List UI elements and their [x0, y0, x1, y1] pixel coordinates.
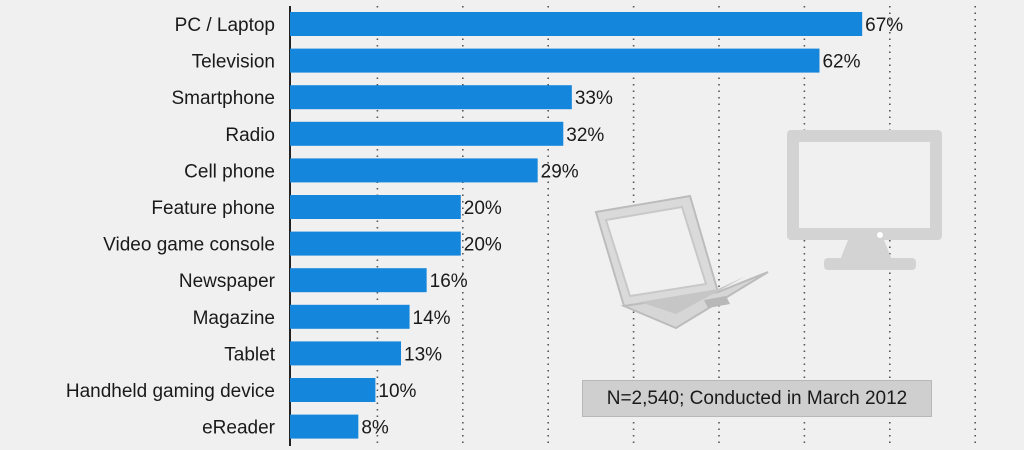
- value-label: 10%: [378, 381, 416, 402]
- category-label: eReader: [202, 418, 276, 439]
- category-label: Video game console: [103, 235, 275, 256]
- value-label: 29%: [541, 161, 579, 182]
- category-label: Handheld gaming device: [66, 381, 275, 402]
- value-label: 13%: [404, 344, 442, 365]
- value-label: 32%: [566, 125, 604, 146]
- value-label: 62%: [822, 52, 860, 73]
- value-label: 20%: [464, 235, 502, 256]
- laptop-icon: [594, 194, 769, 330]
- category-label: PC / Laptop: [175, 15, 275, 36]
- category-label: Tablet: [224, 344, 275, 365]
- sample-note: N=2,540; Conducted in March 2012: [582, 380, 932, 417]
- category-label: Smartphone: [171, 88, 275, 109]
- bar: [290, 268, 427, 293]
- value-label: 16%: [430, 271, 468, 292]
- bar: [290, 158, 538, 183]
- bar: [290, 341, 402, 366]
- value-label: 8%: [361, 418, 389, 439]
- bar: [290, 414, 359, 439]
- bars: PC / Laptop 67% Television 62% Smartphone 33%…: [66, 12, 903, 439]
- bar: [290, 195, 461, 219]
- bar: [290, 121, 564, 146]
- decorations: [594, 130, 942, 330]
- category-label: Feature phone: [151, 198, 275, 219]
- category-label: Radio: [225, 125, 275, 146]
- value-label: 33%: [575, 88, 613, 109]
- value-label: 20%: [464, 198, 502, 219]
- bar: [290, 378, 376, 402]
- bar: [290, 12, 863, 36]
- bar: [290, 231, 461, 256]
- category-label: Cell phone: [184, 161, 275, 182]
- category-label: Television: [192, 52, 275, 73]
- bar: [290, 48, 820, 73]
- bar: [290, 85, 572, 110]
- category-label: Newspaper: [179, 271, 276, 292]
- category-label: Magazine: [193, 308, 275, 329]
- value-label: 67%: [865, 15, 903, 36]
- value-label: 14%: [413, 308, 451, 329]
- monitor-icon: [787, 130, 942, 270]
- bar: [290, 304, 410, 329]
